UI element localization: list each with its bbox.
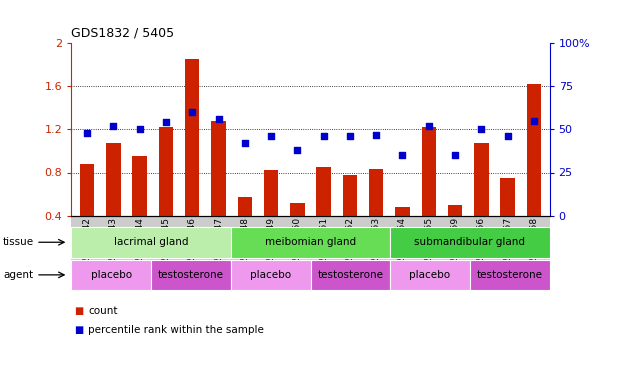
Text: percentile rank within the sample: percentile rank within the sample [88, 325, 264, 334]
Point [371, 132, 381, 138]
Point [161, 120, 171, 126]
Bar [395, 207, 410, 216]
Bar [211, 121, 226, 216]
Text: testosterone: testosterone [158, 270, 224, 280]
Text: meibomian gland: meibomian gland [265, 237, 356, 247]
Text: count: count [88, 306, 118, 316]
Bar [290, 202, 304, 216]
Text: GDS1832 / 5405: GDS1832 / 5405 [71, 26, 175, 39]
Point [109, 123, 119, 129]
Bar [527, 84, 541, 216]
Point [450, 152, 460, 158]
Bar [422, 127, 436, 216]
Bar [159, 127, 173, 216]
Point [476, 126, 486, 132]
Text: placebo: placebo [409, 270, 451, 280]
Point [82, 130, 92, 136]
Bar [238, 197, 252, 216]
Text: testosterone: testosterone [317, 270, 383, 280]
Text: ■: ■ [75, 325, 84, 334]
Bar [185, 59, 199, 216]
Point [188, 109, 197, 115]
Point [397, 152, 407, 158]
Bar [132, 156, 147, 216]
Point [424, 123, 433, 129]
Point [214, 116, 224, 122]
Point [266, 133, 276, 139]
Bar [106, 143, 120, 216]
Text: ■: ■ [75, 306, 84, 316]
Point [292, 147, 302, 153]
Bar [448, 205, 462, 216]
Text: submandibular gland: submandibular gland [414, 237, 525, 247]
Bar [501, 178, 515, 216]
Point [240, 140, 250, 146]
Text: placebo: placebo [91, 270, 132, 280]
Bar [80, 164, 94, 216]
Text: agent: agent [3, 270, 34, 280]
Bar [369, 169, 383, 216]
Point [345, 133, 355, 139]
Text: tissue: tissue [3, 237, 34, 247]
Text: lacrimal gland: lacrimal gland [114, 237, 188, 247]
Bar [474, 143, 489, 216]
Point [319, 133, 329, 139]
Bar [264, 170, 278, 216]
Point [135, 126, 145, 132]
Bar [343, 175, 357, 216]
Point [529, 118, 539, 124]
Bar [317, 167, 331, 216]
Text: testosterone: testosterone [477, 270, 543, 280]
Point [502, 133, 512, 139]
Text: placebo: placebo [250, 270, 291, 280]
